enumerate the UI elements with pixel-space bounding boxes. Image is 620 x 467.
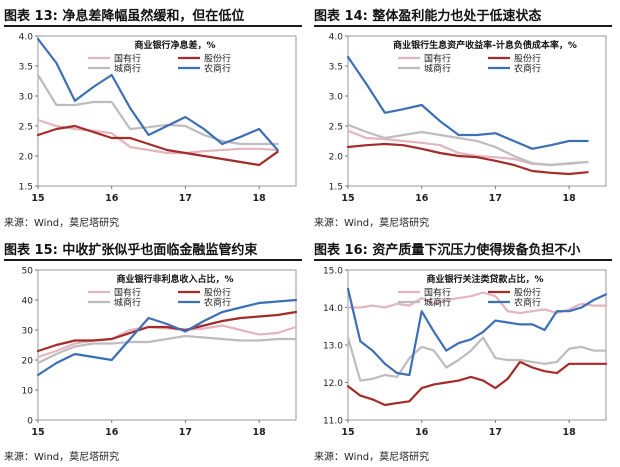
- y-tick-label: 4.0: [329, 33, 344, 43]
- x-tick-label: 16: [105, 193, 119, 204]
- title-rule: [4, 259, 302, 261]
- source-note: 来源：Wind，莫尼塔研究: [4, 218, 120, 229]
- y-tick-label: 30: [22, 327, 34, 337]
- figure-title: 图表 14: 整体盈利能力也处于低速状态: [314, 9, 542, 24]
- legend-label: 城商行: [424, 63, 451, 75]
- legend-label: 国有行: [424, 53, 451, 65]
- x-tick-label: 18: [253, 427, 267, 438]
- y-tick-label: 0: [27, 417, 33, 427]
- x-tick-label: 17: [179, 193, 192, 204]
- chart-title: 商业银行关注类贷款占比，%: [426, 273, 543, 285]
- series-line: [346, 123, 589, 167]
- x-tick-label: 15: [31, 427, 44, 438]
- series-line: [36, 324, 298, 359]
- series-line: [36, 124, 279, 167]
- y-tick-label: 2.5: [19, 123, 33, 133]
- plot-frame: [347, 35, 607, 187]
- y-tick-label: 1.5: [19, 183, 33, 193]
- figure-title: 图表 15: 中收扩张似乎也面临金融监管约束: [4, 243, 258, 258]
- y-tick-label: 3.5: [329, 63, 343, 73]
- series-line: [346, 142, 589, 176]
- y-tick-label: 10: [22, 387, 34, 397]
- plot-frame: [37, 35, 297, 187]
- y-tick-label: 3.0: [19, 93, 34, 103]
- panel-chart-16: 图表 16: 资产质量下沉压力使得拨备负担不小 11.0 12.0 13.0 14.0…: [310, 234, 620, 467]
- chart-title: 商业银行生息资产收益率-计息负债成本率，%: [393, 39, 577, 51]
- x-tick-label: 18: [253, 193, 267, 204]
- y-tick-label: 13.0: [323, 342, 343, 352]
- y-tick-label: 4.0: [19, 33, 34, 43]
- legend-label: 国有行: [114, 53, 141, 65]
- x-tick-label: 17: [489, 193, 502, 204]
- source-note: 来源：Wind，莫尼塔研究: [314, 452, 430, 463]
- title-rule: [314, 25, 612, 27]
- figure-title: 图表 13: 净息差降幅虽然缓和，但在低位: [4, 9, 245, 24]
- legend-label: 农商行: [204, 297, 231, 309]
- series-line: [36, 73, 279, 146]
- x-tick-label: 15: [341, 427, 354, 438]
- title-rule: [314, 259, 612, 261]
- plot-frame: [37, 269, 297, 421]
- legend-label: 城商行: [114, 63, 141, 75]
- legend-label: 国有行: [114, 287, 141, 299]
- y-tick-label: 11.0: [323, 417, 343, 427]
- panel-chart-14: 图表 14: 整体盈利能力也处于低速状态 1.5 2.0 2.5 3.0 3.5 4.0 1…: [310, 0, 620, 233]
- x-tick-label: 18: [563, 427, 577, 438]
- y-tick-label: 40: [22, 297, 34, 307]
- panel-chart-15: 图表 15: 中收扩张似乎也面临金融监管约束 0 10 20 30 40 50 15 16 17…: [0, 234, 310, 467]
- x-tick-label: 17: [179, 427, 192, 438]
- series-line: [346, 336, 608, 382]
- series-line: [346, 287, 608, 377]
- line-chart: 11.0 12.0 13.0 14.0 15.0 15 16 17 18 商业银行关注类贷款占比，…: [323, 267, 608, 438]
- y-tick-label: 50: [22, 267, 34, 277]
- y-tick-label: 15.0: [323, 267, 343, 277]
- panel-chart-13: 图表 13: 净息差降幅虽然缓和，但在低位 1.5 2.0 2.5 3.0 3.5 4.0…: [0, 0, 310, 233]
- line-chart: 1.5 2.0 2.5 3.0 3.5 4.0 15 16 17 18 商业银行生息资产收益率-计息…: [329, 33, 607, 204]
- x-tick-label: 15: [31, 193, 44, 204]
- legend-label: 农商行: [204, 63, 231, 75]
- x-tick-label: 15: [341, 193, 354, 204]
- y-tick-label: 12.0: [323, 379, 343, 389]
- x-tick-label: 16: [415, 427, 429, 438]
- legend-label: 农商行: [514, 297, 541, 309]
- x-tick-label: 16: [105, 427, 119, 438]
- legend-label: 股份行: [204, 287, 231, 299]
- legend-label: 国有行: [424, 287, 451, 299]
- series-line: [36, 298, 298, 377]
- y-tick-label: 20: [22, 357, 34, 367]
- line-chart: 1.5 2.0 2.5 3.0 3.5 4.0 15 16 17 18 商业银行净息差，% 国有行城商…: [19, 33, 297, 204]
- title-rule: [4, 25, 302, 27]
- y-tick-label: 14.0: [323, 304, 343, 314]
- chart-title: 商业银行非利息收入占比，%: [116, 273, 233, 285]
- series-line: [346, 55, 589, 150]
- y-tick-label: 2.5: [329, 123, 343, 133]
- series-line: [36, 334, 298, 365]
- source-note: 来源：Wind，莫尼塔研究: [4, 452, 120, 463]
- legend-label: 股份行: [204, 53, 231, 65]
- legend-label: 股份行: [514, 53, 541, 65]
- legend-label: 城商行: [114, 297, 141, 309]
- y-tick-label: 2.0: [19, 153, 34, 163]
- legend-label: 城商行: [424, 297, 451, 309]
- y-tick-label: 2.0: [329, 153, 344, 163]
- x-tick-label: 16: [415, 193, 429, 204]
- y-tick-label: 3.0: [329, 93, 344, 103]
- series-line: [36, 37, 279, 152]
- y-tick-label: 1.5: [329, 183, 343, 193]
- chart-title: 商业银行净息差，%: [134, 39, 215, 51]
- x-tick-label: 17: [489, 427, 502, 438]
- figure-title: 图表 16: 资产质量下沉压力使得拨备负担不小: [314, 243, 581, 258]
- source-note: 来源：Wind，莫尼塔研究: [314, 218, 430, 229]
- series-line: [36, 118, 279, 155]
- series-line: [36, 310, 298, 353]
- legend-label: 农商行: [514, 63, 541, 75]
- x-tick-label: 18: [563, 193, 577, 204]
- legend-label: 股份行: [514, 287, 541, 299]
- y-tick-label: 3.5: [19, 63, 33, 73]
- series-line: [346, 360, 608, 407]
